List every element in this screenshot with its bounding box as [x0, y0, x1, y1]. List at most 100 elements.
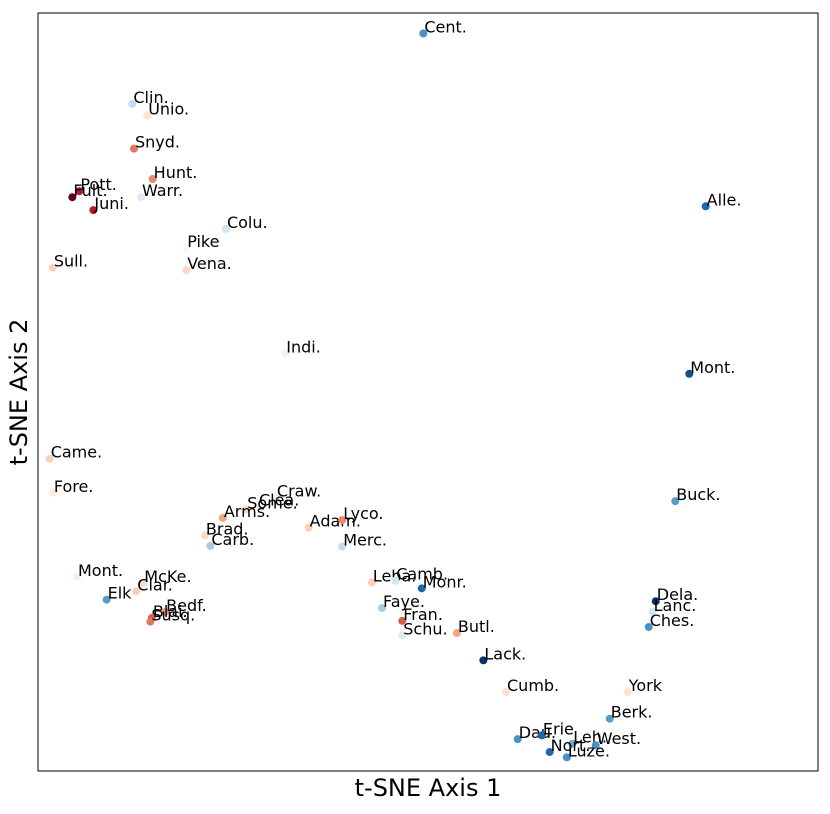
point-label: Leh.	[573, 728, 607, 747]
point	[671, 497, 680, 506]
y-axis-label: t-SNE Axis 2	[5, 319, 33, 466]
point	[367, 578, 376, 587]
point	[377, 604, 386, 613]
point	[419, 29, 428, 38]
point-label: McKe.	[144, 567, 191, 586]
point	[242, 505, 251, 514]
point-label: Hunt.	[154, 163, 198, 182]
point-label: Pott.	[80, 175, 117, 194]
point-label: Mont.	[690, 358, 735, 377]
point	[102, 595, 111, 604]
point-label: Camb.	[396, 565, 448, 584]
point-label: Brad.	[206, 519, 249, 538]
point-label: Juni.	[93, 194, 129, 213]
point-label: Ches.	[650, 611, 695, 630]
point	[129, 144, 138, 153]
plot-frame	[37, 12, 819, 772]
point	[146, 617, 155, 626]
point-label: Luze.	[568, 741, 610, 760]
point-label: Fult.	[73, 181, 107, 200]
point-label: Dela.	[657, 585, 699, 604]
point	[143, 111, 152, 120]
point-label: Butl.	[458, 617, 495, 636]
point	[281, 349, 290, 358]
point-label: Lyco.	[343, 504, 383, 523]
point-label: Arms.	[224, 502, 270, 521]
point-label: Faye.	[383, 592, 425, 611]
point	[452, 629, 461, 638]
point-label: Warr.	[142, 181, 183, 200]
point	[513, 735, 522, 744]
point	[479, 656, 488, 665]
point	[417, 584, 426, 593]
point	[623, 688, 632, 697]
point	[73, 572, 81, 581]
point	[502, 688, 510, 697]
point	[338, 516, 347, 525]
point-label: Indi.	[286, 337, 321, 356]
point-label: Nort.	[551, 736, 591, 755]
point	[644, 622, 653, 631]
point-label: Lack.	[484, 644, 526, 663]
point	[48, 263, 57, 272]
point-label: Dau.	[519, 723, 556, 742]
point	[648, 607, 657, 616]
point-label: Berk.	[611, 703, 653, 722]
point-label: Vena.	[187, 254, 232, 273]
point-label: Came.	[51, 443, 102, 462]
point-label: Alle.	[707, 190, 742, 209]
point-label: Merc.	[343, 531, 387, 550]
point	[75, 187, 84, 196]
point	[545, 748, 554, 757]
point	[128, 99, 137, 108]
point-label: Blai.	[153, 602, 188, 621]
point-label: Carb.	[211, 530, 254, 549]
point	[182, 243, 191, 252]
point-label: Adam.	[310, 512, 361, 531]
point	[591, 741, 600, 750]
point	[206, 541, 215, 550]
point-label: York	[628, 676, 663, 695]
point-label: Cumb.	[507, 676, 559, 695]
point	[271, 493, 280, 502]
point-label: Buck.	[676, 485, 720, 504]
point-label: Clar.	[137, 575, 173, 594]
point-label: Pike	[187, 232, 219, 251]
point-label: Mont.	[78, 561, 123, 580]
point	[568, 739, 577, 748]
point-label: Clin.	[133, 88, 168, 107]
point-label: Snyd.	[135, 133, 180, 152]
point	[182, 265, 191, 274]
point-label: West.	[597, 729, 641, 748]
point	[685, 369, 694, 378]
point	[338, 542, 347, 551]
point-label: Sull.	[54, 252, 88, 271]
point-label: Susq.	[151, 606, 195, 625]
point-label: Elk	[108, 584, 133, 603]
point	[89, 206, 98, 215]
point	[148, 175, 157, 184]
point	[562, 753, 571, 762]
point	[398, 616, 407, 625]
point-label: Erie	[543, 719, 574, 738]
point	[221, 225, 230, 234]
point	[537, 731, 546, 740]
point-label: Some.	[247, 493, 297, 512]
point-label: Colu.	[227, 213, 268, 232]
point	[45, 454, 54, 463]
point-label: Cent.	[424, 17, 467, 36]
point-label: Fran.	[403, 605, 443, 624]
point	[651, 597, 660, 606]
point	[48, 488, 57, 497]
point-label: Unio.	[148, 99, 189, 118]
point	[200, 531, 209, 540]
point	[161, 607, 170, 616]
point	[218, 513, 227, 522]
point	[398, 631, 407, 640]
point-label: Monr.	[423, 572, 467, 591]
point-label: Lanc.	[654, 596, 697, 615]
point	[132, 587, 141, 596]
point-label: Clea.	[259, 490, 299, 509]
point-label: Leba.	[373, 566, 417, 585]
